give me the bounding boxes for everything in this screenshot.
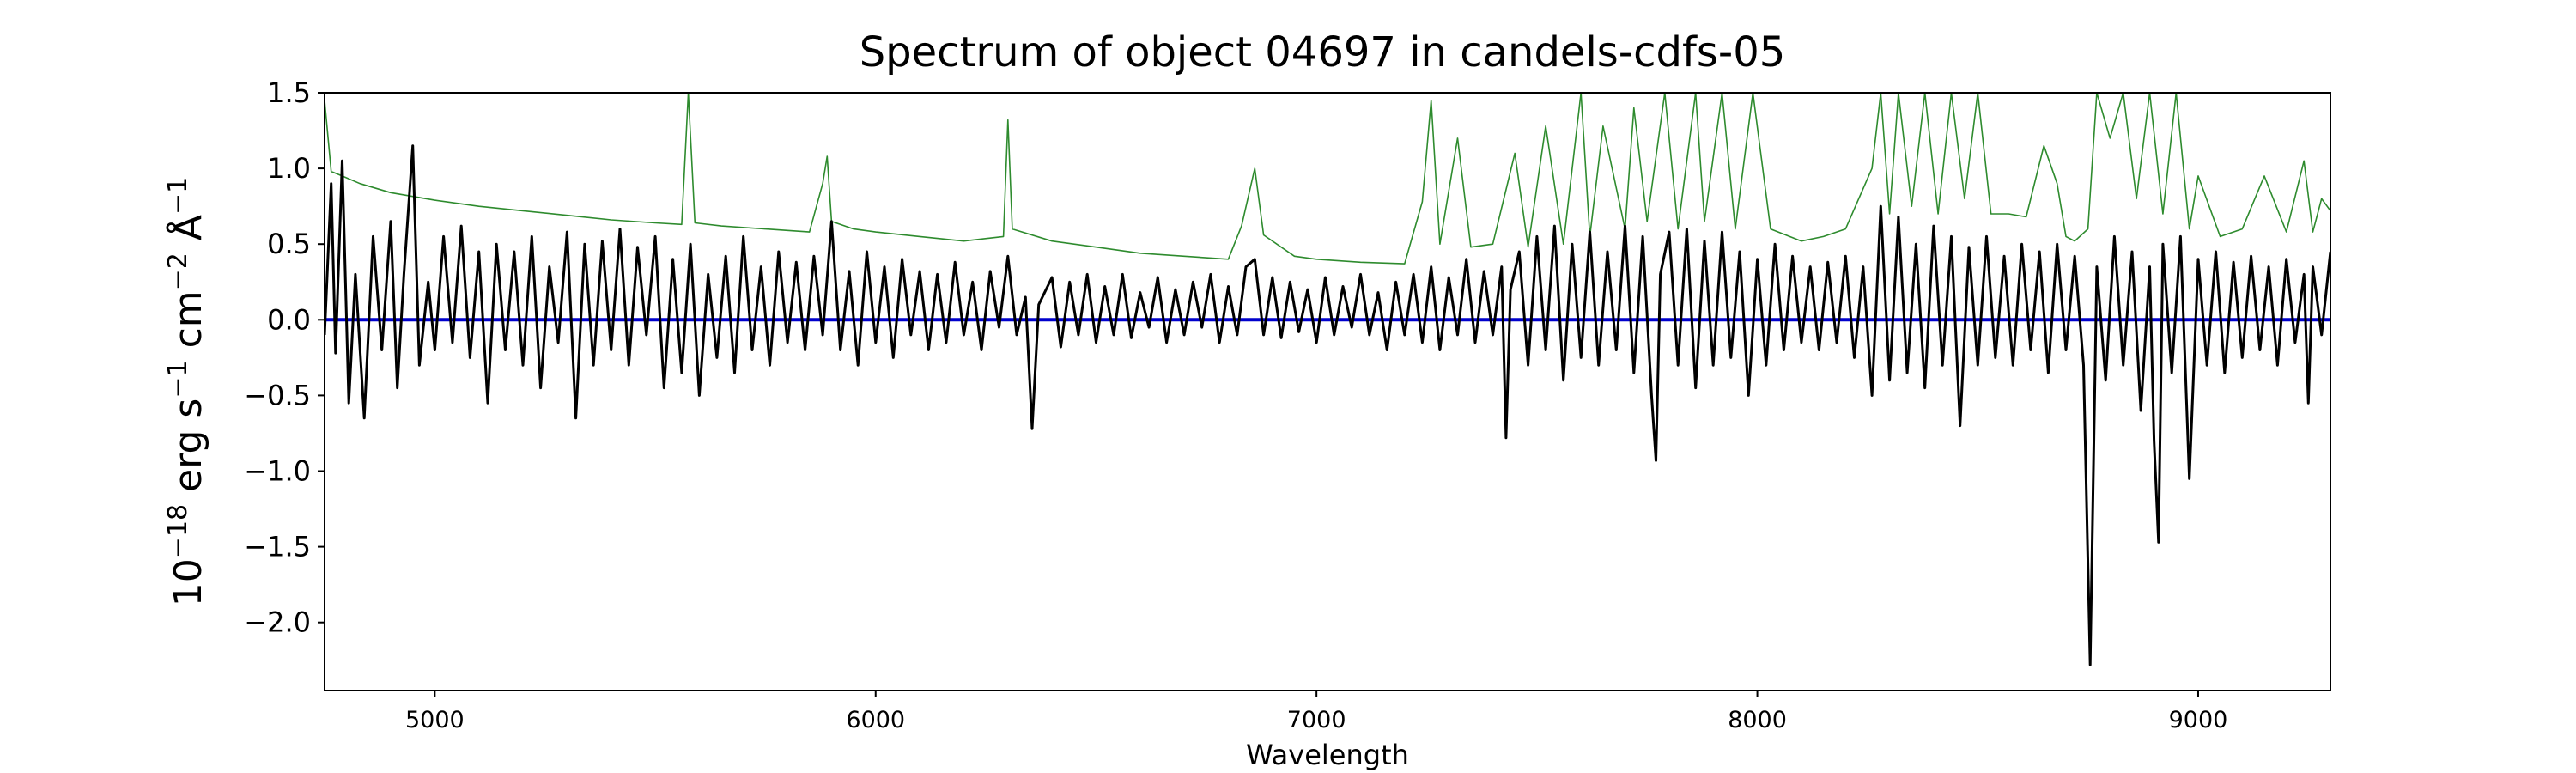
x-tick-label: 6000	[846, 707, 905, 733]
y-tick-label: 1.5	[267, 76, 311, 109]
x-tick-label: 9000	[2169, 707, 2228, 733]
chart-title: Spectrum of object 04697 in candels-cdfs…	[860, 28, 1786, 76]
x-axis: 5000 6000 7000 8000 9000	[405, 691, 2227, 733]
series-layer	[325, 93, 2330, 666]
y-tick-label: −1.5	[244, 531, 311, 563]
x-axis-label: Wavelength	[1246, 739, 1409, 771]
plot-frame	[324, 92, 2331, 691]
y-axis-label: 10−18 erg s−1 cm−2 Å−1	[163, 177, 211, 606]
x-tick-label: 8000	[1728, 707, 1787, 733]
series-flux	[325, 144, 2330, 666]
y-axis: 1.5 1.0 0.5 0.0 −0.5 −1.0 −1.5 −2.0	[244, 76, 325, 639]
y-tick-label: −1.0	[244, 455, 311, 488]
y-tick-label: 1.0	[267, 152, 311, 185]
x-tick-label: 5000	[405, 707, 465, 733]
y-tick-label: 0.5	[267, 228, 311, 260]
x-tick-label: 7000	[1287, 707, 1346, 733]
y-tick-label: −0.5	[244, 379, 311, 411]
y-tick-label: −2.0	[244, 606, 311, 639]
y-tick-label: 0.0	[267, 303, 311, 336]
